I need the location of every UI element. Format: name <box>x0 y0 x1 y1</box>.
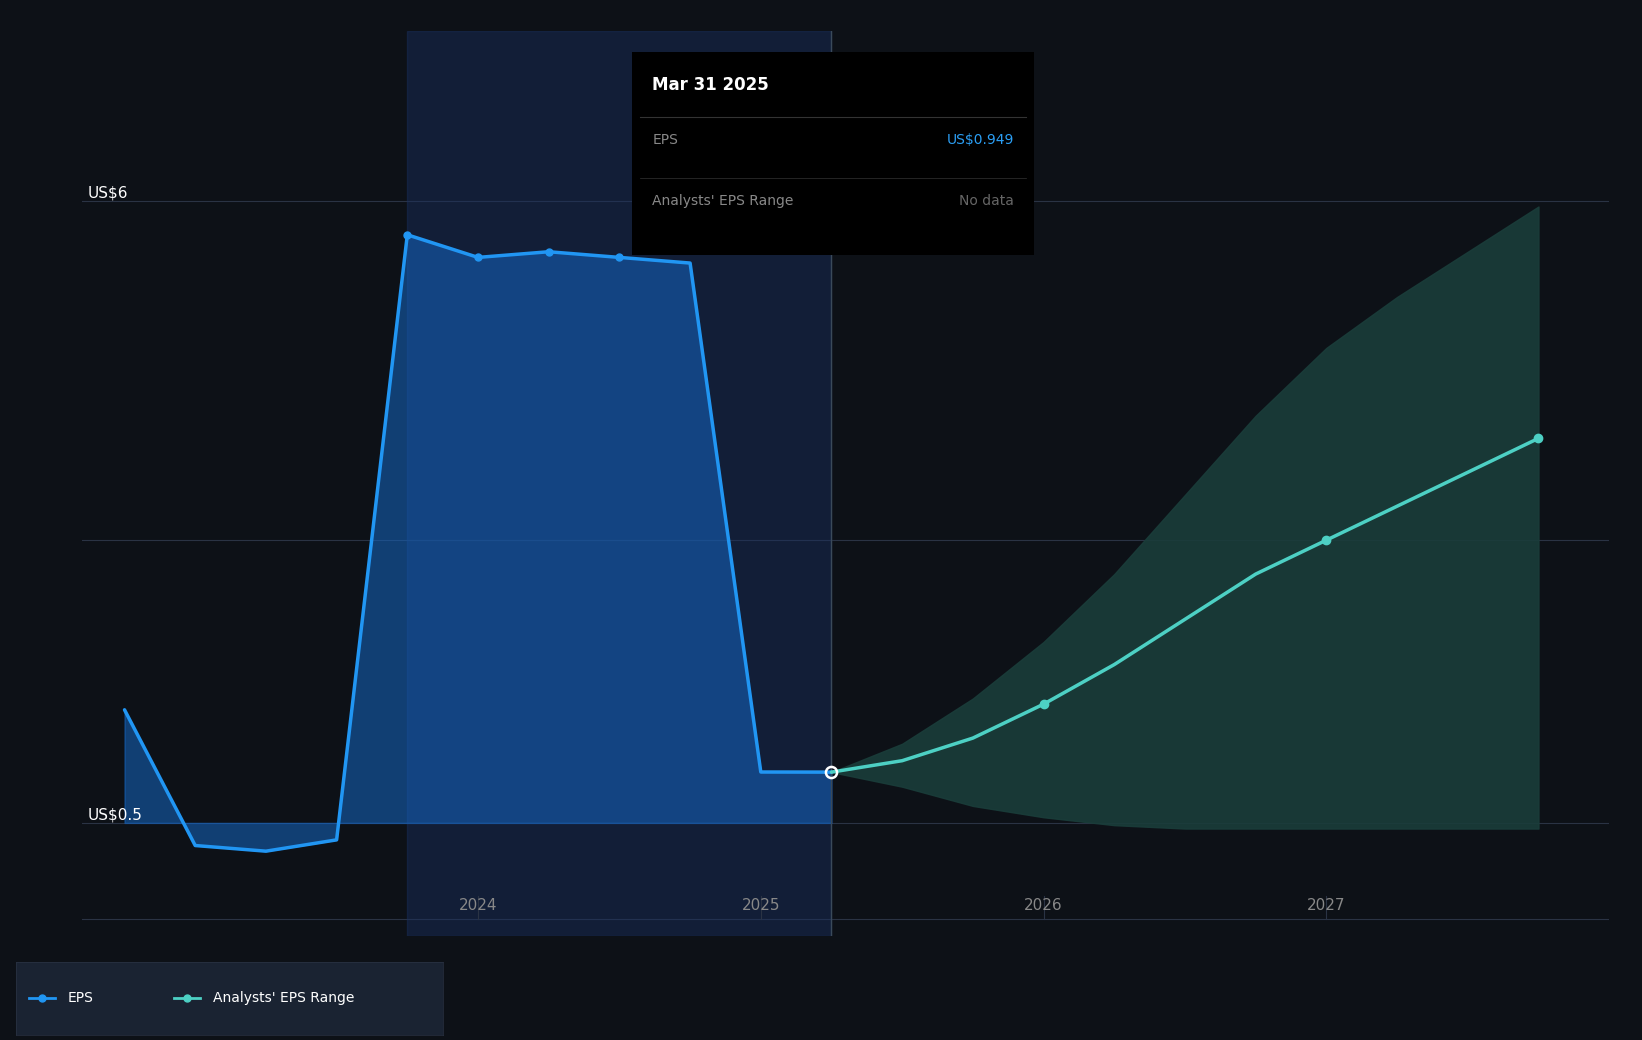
Text: US$0.5: US$0.5 <box>87 808 143 823</box>
Text: 2026: 2026 <box>1025 899 1062 913</box>
Text: Analysts' EPS Range: Analysts' EPS Range <box>213 991 355 1006</box>
Text: No data: No data <box>959 193 1015 208</box>
Text: 2024: 2024 <box>458 899 498 913</box>
Text: US$0.949: US$0.949 <box>947 133 1015 147</box>
Text: Analysts Forecasts: Analysts Forecasts <box>846 158 988 173</box>
Text: US$6: US$6 <box>87 186 128 201</box>
Text: 2025: 2025 <box>742 899 780 913</box>
Text: EPS: EPS <box>652 133 678 147</box>
Text: EPS: EPS <box>67 991 94 1006</box>
Text: Analysts' EPS Range: Analysts' EPS Range <box>652 193 793 208</box>
Text: Actual: Actual <box>770 158 818 173</box>
Bar <box>407 31 831 936</box>
Text: 2027: 2027 <box>1307 899 1346 913</box>
Text: Mar 31 2025: Mar 31 2025 <box>652 76 768 95</box>
